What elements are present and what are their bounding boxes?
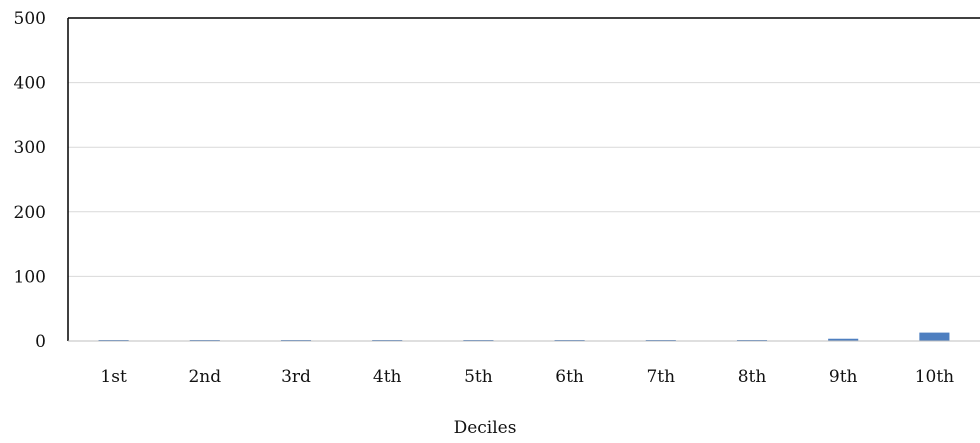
x-axis-title: Deciles: [454, 418, 517, 438]
bar-9th: [828, 338, 859, 341]
x-tick-label: 1st: [100, 367, 127, 387]
axes: [67, 17, 980, 342]
x-tick-label: 9th: [829, 367, 858, 387]
x-tick-label: 4th: [373, 367, 402, 387]
x-tick-label: 6th: [555, 367, 584, 387]
gridlines: [68, 82, 980, 277]
x-tick-label: 2nd: [188, 367, 221, 387]
y-tick-label: 100: [14, 267, 46, 287]
x-tick-label: 7th: [646, 367, 675, 387]
y-tick-label: 300: [14, 138, 46, 158]
x-tick-label: 10th: [915, 367, 954, 387]
x-tick-label: 5th: [464, 367, 493, 387]
bar-10th: [919, 332, 950, 341]
y-tick-label: 0: [35, 332, 46, 352]
x-tick-label: 3rd: [281, 367, 311, 387]
x-tick-label: 8th: [738, 367, 767, 387]
y-tick-labels: 0 100 200 300 400 500: [14, 9, 46, 352]
y-tick-label: 500: [14, 9, 46, 29]
x-tick-labels: 1st 2nd 3rd 4th 5th 6th 7th 8th 9th 10th: [100, 367, 954, 387]
y-tick-label: 400: [14, 74, 46, 94]
y-tick-label: 200: [14, 203, 46, 223]
bars: [98, 332, 950, 341]
